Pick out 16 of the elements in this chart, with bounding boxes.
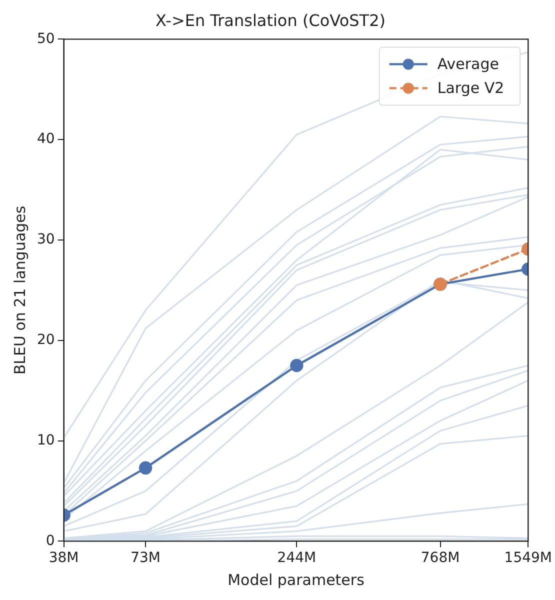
- legend-label: Large V2: [437, 79, 504, 98]
- x-tick-label: 73M: [130, 550, 161, 566]
- x-tick-label: 768M: [420, 550, 460, 566]
- chart-title: X->En Translation (CoVoST2): [156, 10, 386, 30]
- x-tick-label: 1549M: [504, 550, 552, 566]
- y-tick-label: 10: [36, 432, 55, 448]
- x-tick-label: 244M: [277, 550, 316, 566]
- x-axis-title: Model parameters: [228, 570, 365, 589]
- x-tick-label: 38M: [48, 550, 79, 566]
- y-tick-label: 20: [36, 332, 55, 348]
- y-tick-label: 0: [46, 532, 55, 549]
- y-axis-title: BLEU on 21 languages: [10, 206, 29, 375]
- legend-label: Average: [437, 55, 499, 74]
- y-tick-label: 30: [36, 232, 55, 248]
- y-tick-label: 50: [36, 30, 55, 47]
- y-tick-label: 40: [36, 131, 55, 148]
